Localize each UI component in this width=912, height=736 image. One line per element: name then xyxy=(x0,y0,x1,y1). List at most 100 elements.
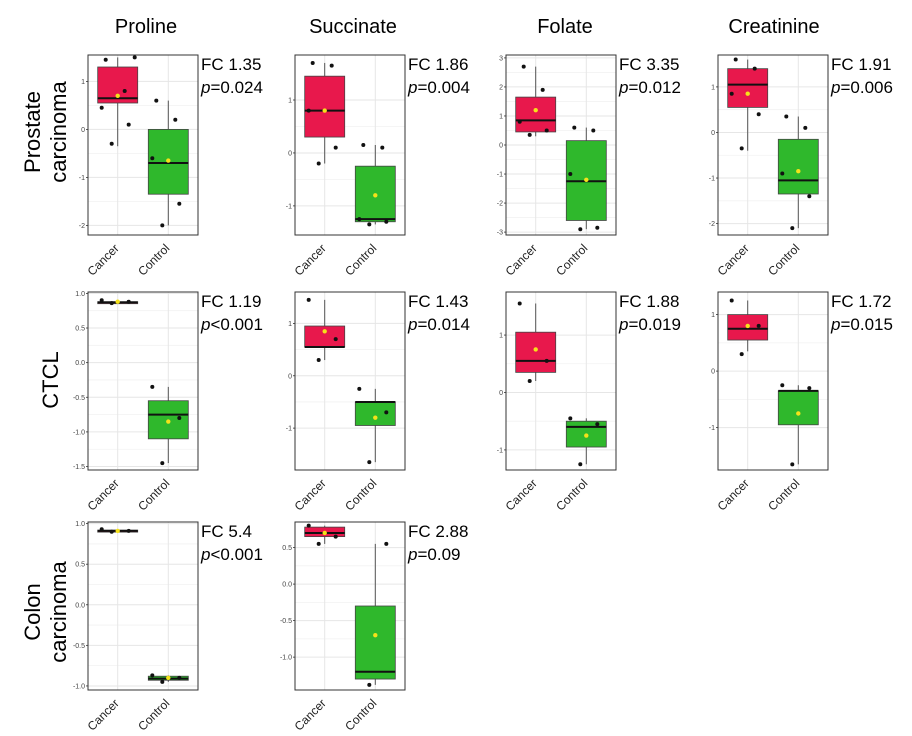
control-box xyxy=(354,401,396,426)
mean-point xyxy=(166,419,171,424)
fold-change-label: FC 1.35 xyxy=(201,55,261,74)
data-point xyxy=(160,679,165,684)
data-point xyxy=(109,141,114,146)
data-point xyxy=(310,60,315,65)
data-point xyxy=(572,125,577,130)
fold-change-label: FC 3.35 xyxy=(619,55,679,74)
column-title-creatinine: Creatinine xyxy=(728,16,819,38)
fold-change-label: FC 2.88 xyxy=(408,522,468,541)
y-tick-label: 0.0 xyxy=(75,360,85,367)
data-point xyxy=(517,119,522,124)
data-point xyxy=(150,156,155,161)
data-point xyxy=(752,66,757,71)
data-point xyxy=(729,298,734,303)
p-value-label: p=0.019 xyxy=(618,315,681,334)
data-point xyxy=(357,217,362,222)
fold-change-label: FC 1.19 xyxy=(201,292,261,311)
y-tick-label: 0 xyxy=(499,390,503,397)
y-tick-label: 0 xyxy=(288,150,292,157)
x-category-label: Cancer xyxy=(85,696,122,733)
x-category-label: Cancer xyxy=(292,696,329,733)
y-tick-label: -2 xyxy=(709,221,715,228)
y-tick-label: -1.0 xyxy=(73,429,85,436)
data-point xyxy=(177,675,182,680)
data-point xyxy=(333,337,338,342)
x-category-label: Cancer xyxy=(292,476,329,513)
plot-frame xyxy=(87,521,199,691)
p-value-label: p<0.001 xyxy=(200,315,263,334)
x-category-label: Control xyxy=(135,241,172,278)
fold-change-label: FC 1.43 xyxy=(408,292,468,311)
p-value-label: p=0.006 xyxy=(830,78,893,97)
mean-point xyxy=(166,158,171,163)
data-point xyxy=(790,226,795,231)
control-box xyxy=(565,420,607,448)
data-point xyxy=(807,194,812,199)
p-value-label: p=0.015 xyxy=(830,315,893,334)
x-category-label: Cancer xyxy=(292,241,329,278)
data-point xyxy=(367,222,372,227)
panel-ctcl-creatinine: -1 0 1 Cancer Control FC 1.72 p=0.015 xyxy=(709,291,893,513)
data-point xyxy=(126,122,131,127)
data-point xyxy=(177,416,182,421)
y-tick-label: 1 xyxy=(711,312,715,319)
y-tick-label: 1 xyxy=(711,84,715,91)
y-tick-label: -0.5 xyxy=(73,643,85,650)
plot-area xyxy=(88,522,198,690)
data-point xyxy=(568,172,573,177)
y-tick-label: 1 xyxy=(81,79,85,86)
control-box xyxy=(777,390,819,426)
y-tick-label: 0.5 xyxy=(282,545,292,552)
y-tick-label: 1 xyxy=(499,333,503,340)
data-point xyxy=(316,541,321,546)
data-point xyxy=(578,227,583,232)
p-value-label: p=0.09 xyxy=(407,545,460,564)
row-labels: Prostate carcinoma CTCL Colon carcinoma xyxy=(20,80,71,662)
p-value-label: p=0.014 xyxy=(407,315,470,334)
fold-change-label: FC 1.88 xyxy=(619,292,679,311)
cancer-box xyxy=(304,75,346,138)
data-point xyxy=(177,201,182,206)
data-point xyxy=(173,117,178,122)
data-point xyxy=(729,91,734,96)
column-title-proline: Proline xyxy=(115,16,177,38)
column-titles: Proline Succinate Folate Creatinine xyxy=(115,16,820,38)
y-tick-label: 0 xyxy=(711,369,715,376)
plot-frame xyxy=(717,291,829,471)
mean-point xyxy=(533,107,538,113)
data-point xyxy=(803,125,808,130)
y-tick-label: -1 xyxy=(79,175,85,182)
x-category-label: Control xyxy=(342,241,379,278)
data-point xyxy=(527,379,532,383)
control-box xyxy=(777,138,819,195)
data-point xyxy=(333,534,338,539)
data-point xyxy=(126,528,131,533)
y-tick-label: 0 xyxy=(499,143,503,150)
data-point xyxy=(361,143,366,147)
plot-frame xyxy=(717,54,829,236)
data-point xyxy=(367,460,372,465)
row-label-ctcl: CTCL xyxy=(38,351,63,408)
data-point xyxy=(99,298,104,303)
y-tick-label: -1.0 xyxy=(280,655,292,662)
x-category-label: Control xyxy=(765,241,802,278)
panel-prostate-folate: -3 -2 -1 0 1 2 3 Cancer Control FC 3.35 p=0.012 xyxy=(497,54,681,278)
y-tick-label: -1 xyxy=(286,426,292,433)
mean-point xyxy=(584,433,589,438)
p-value-label: p<0.001 xyxy=(200,545,263,564)
row-label-colon-line1: Colon xyxy=(20,583,45,640)
data-point xyxy=(109,529,114,534)
y-tick-label: -1 xyxy=(709,425,715,432)
y-tick-label: 1.0 xyxy=(75,291,85,298)
data-point xyxy=(739,146,744,151)
data-point xyxy=(126,299,131,304)
mean-point xyxy=(373,633,378,638)
plot-frame xyxy=(505,291,617,471)
fold-change-label: FC 1.91 xyxy=(831,55,891,74)
panel-ctcl-succinate: -1 0 1 Cancer Control FC 1.43 p=0.014 xyxy=(286,291,470,513)
data-point xyxy=(109,301,114,306)
data-point xyxy=(99,105,104,110)
panel-prostate-succinate: -1 0 1 Cancer Control FC 1.86 p=0.004 xyxy=(286,54,470,278)
mean-point xyxy=(115,93,120,99)
